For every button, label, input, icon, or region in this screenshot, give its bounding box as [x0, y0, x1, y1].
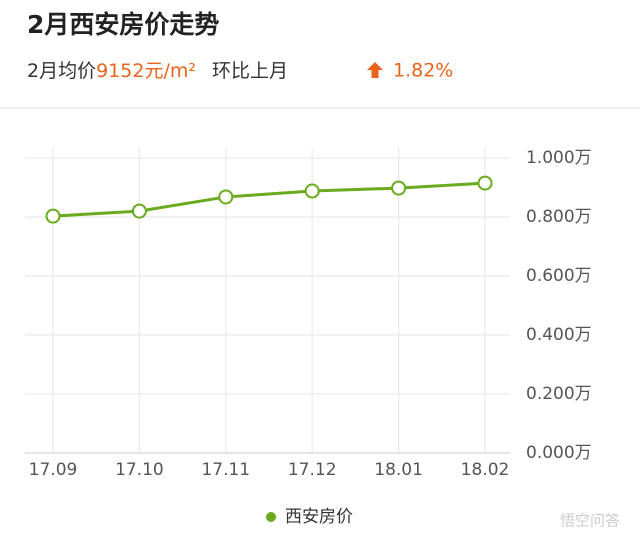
legend-label: 西安房价 — [285, 507, 353, 527]
point — [304, 183, 320, 199]
up-arrow — [367, 62, 383, 78]
mom-label: 环比上月 — [212, 60, 288, 82]
series-line — [52, 181, 486, 218]
y-tick-label: 1.000万 — [526, 148, 592, 168]
avg-value: 9152元/m² — [96, 60, 196, 82]
y-tick-label: 0.600万 — [526, 266, 592, 286]
point — [131, 203, 147, 219]
title: 2月西安房价走势 — [27, 10, 219, 39]
point — [477, 175, 493, 191]
x-tick-label: 17.11 — [201, 460, 250, 480]
y-tick-label: 0.200万 — [526, 384, 592, 404]
point — [45, 208, 61, 224]
x-tick-label: 18.01 — [374, 460, 423, 480]
x-tick-label: 17.10 — [115, 460, 164, 480]
watermark: 悟空问答 — [560, 512, 620, 530]
y-tick-label: 0.000万 — [526, 443, 592, 463]
y-tick-label: 0.400万 — [526, 325, 592, 345]
x-tick-label: 17.12 — [288, 460, 337, 480]
avg-label: 2月均价 — [27, 60, 96, 82]
legend-dot — [266, 512, 276, 522]
point — [218, 189, 234, 205]
x-tick-label: 17.09 — [29, 460, 78, 480]
y-tick-label: 0.800万 — [526, 207, 592, 227]
x-tick-label: 18.02 — [461, 460, 510, 480]
point — [391, 180, 407, 196]
mom-value: 1.82% — [393, 60, 453, 82]
subtitle: 2月均价9152元/m² 环比上月 — [27, 60, 288, 82]
